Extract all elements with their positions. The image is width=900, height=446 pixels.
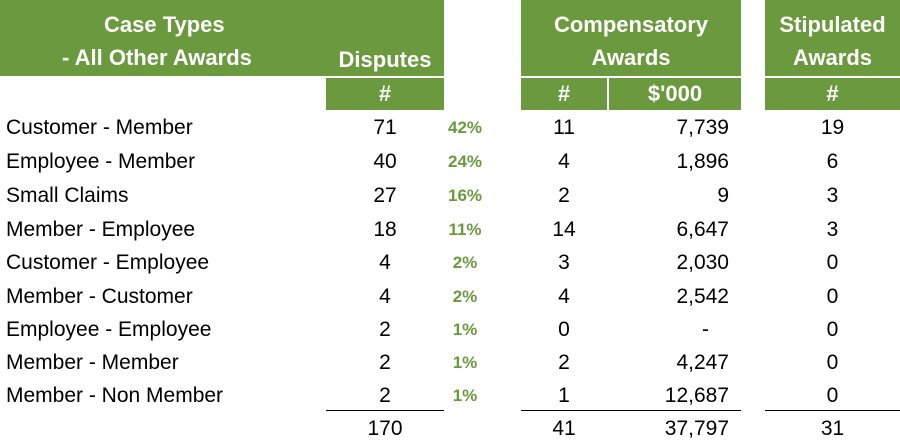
row-comp-amount: 1,896 [676, 150, 729, 173]
row-percent: 42% [447, 118, 483, 137]
row-comp-count: 2 [558, 184, 570, 207]
row-case-type: Employee - Member [6, 150, 196, 173]
row-comp-count: 14 [552, 218, 576, 241]
row-disputes: 40 [373, 150, 397, 173]
stipulated-total-rule [765, 410, 900, 411]
row-comp-amount: 6,647 [676, 218, 729, 241]
row-disputes: 71 [373, 116, 397, 139]
row-disputes: 2 [379, 318, 391, 341]
case-types-header-line2: - All Other Awards [62, 45, 252, 70]
compensatory-total-rule [521, 410, 741, 411]
row-comp-amount: - [702, 318, 709, 341]
total-disputes: 170 [367, 417, 403, 440]
total-comp-amount: 37,797 [664, 417, 729, 440]
row-percent: 1% [452, 386, 478, 405]
row-comp-amount: 12,687 [664, 384, 729, 407]
row-case-type: Member - Customer [6, 285, 193, 308]
disputes-unit-label: # [378, 81, 392, 106]
row-comp-amount: 7,739 [676, 116, 729, 139]
stipulated-unit-label: # [826, 81, 839, 106]
disputes-header: Disputes [326, 44, 444, 76]
disputes-total-rule [326, 410, 444, 411]
total-comp-count: 41 [552, 417, 576, 440]
compensatory-count-unit-header: # [521, 78, 607, 110]
row-comp-count: 3 [558, 251, 570, 274]
row-comp-count: 4 [558, 285, 570, 308]
total-stip-count: 31 [820, 417, 845, 440]
row-stip-count: 0 [826, 351, 839, 374]
row-comp-count: 1 [558, 384, 570, 407]
stipulated-header-line1: Stipulated [779, 12, 886, 37]
row-percent: 2% [452, 253, 478, 272]
row-percent: 1% [452, 353, 478, 372]
compensatory-header-line2: Awards [591, 45, 671, 70]
disputes-header-label: Disputes [338, 47, 432, 72]
row-case-type: Member - Member [6, 351, 179, 374]
stipulated-header-line2: Awards [792, 45, 873, 70]
row-disputes: 4 [379, 251, 391, 274]
row-stip-count: 0 [826, 318, 839, 341]
row-stip-count: 0 [826, 285, 839, 308]
row-case-type: Member - Employee [6, 218, 196, 241]
row-comp-amount: 9 [717, 184, 729, 207]
compensatory-amount-unit-header: $'000 [609, 78, 741, 110]
disputes-unit-header: # [326, 78, 444, 110]
case-types-header: Case Types - All Other Awards [0, 0, 444, 76]
case-types-header-line1: Case Types [104, 12, 225, 37]
row-disputes: 2 [379, 384, 391, 407]
compensatory-amount-unit-label: $'000 [647, 81, 703, 106]
row-stip-count: 0 [826, 384, 839, 407]
row-comp-count: 11 [553, 116, 575, 139]
row-stip-count: 0 [826, 251, 839, 274]
row-stip-count: 3 [826, 184, 839, 207]
row-disputes: 18 [373, 218, 397, 241]
row-comp-amount: 2,542 [676, 285, 729, 308]
row-percent: 1% [452, 320, 478, 339]
stipulated-unit-header: # [765, 78, 900, 110]
compensatory-header-line1: Compensatory [553, 12, 709, 37]
row-comp-amount: 4,247 [676, 351, 729, 374]
row-stip-count: 6 [826, 150, 839, 173]
row-disputes: 4 [379, 285, 391, 308]
row-comp-amount: 2,030 [676, 251, 729, 274]
row-case-type: Customer - Member [6, 116, 193, 139]
row-stip-count: 19 [820, 116, 845, 139]
row-disputes: 27 [373, 184, 397, 207]
stipulated-header: Stipulated Awards [765, 0, 900, 76]
row-case-type: Small Claims [6, 184, 129, 207]
row-case-type: Employee - Employee [6, 318, 212, 341]
compensatory-header: Compensatory Awards [521, 0, 741, 76]
row-stip-count: 3 [826, 218, 839, 241]
row-comp-count: 0 [558, 318, 570, 341]
row-case-type: Customer - Employee [6, 251, 210, 274]
row-percent: 24% [447, 152, 483, 171]
row-comp-count: 4 [558, 150, 570, 173]
row-comp-count: 2 [558, 351, 570, 374]
row-case-type: Member - Non Member [6, 384, 224, 407]
row-disputes: 2 [379, 351, 391, 374]
compensatory-count-unit-label: # [557, 81, 571, 106]
row-percent: 11% [448, 220, 482, 239]
row-percent: 2% [452, 287, 478, 306]
row-percent: 16% [447, 186, 483, 205]
